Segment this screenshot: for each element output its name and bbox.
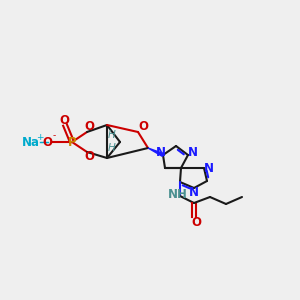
Text: O: O — [42, 136, 52, 148]
Text: O: O — [138, 121, 148, 134]
Text: N: N — [156, 146, 166, 160]
Text: P: P — [68, 136, 76, 148]
Text: H: H — [108, 130, 116, 140]
Text: Na: Na — [22, 136, 40, 148]
Text: H: H — [108, 143, 116, 153]
Text: N: N — [189, 187, 199, 200]
Text: N: N — [188, 146, 198, 160]
Polygon shape — [148, 148, 164, 156]
Text: -: - — [52, 131, 56, 140]
Text: O: O — [84, 151, 94, 164]
Text: N: N — [204, 161, 214, 175]
Text: O: O — [59, 113, 69, 127]
Text: +: + — [36, 133, 44, 142]
Text: O: O — [84, 121, 94, 134]
Text: O: O — [191, 215, 201, 229]
Text: NH: NH — [168, 188, 188, 202]
